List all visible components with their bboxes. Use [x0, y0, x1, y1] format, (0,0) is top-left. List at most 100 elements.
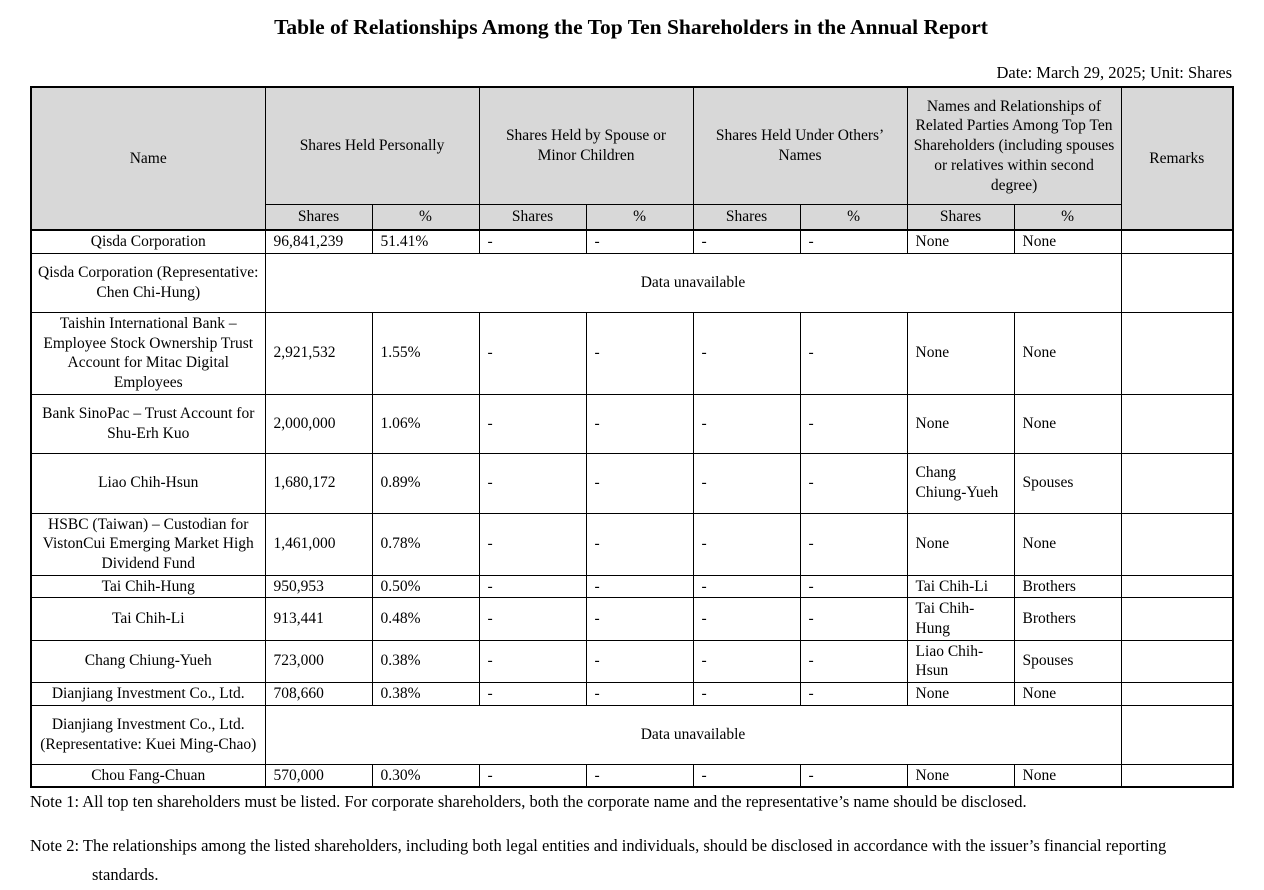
- cell-shares-personal: 2,921,532: [264, 311, 373, 395]
- cell-pct-personal: 51.41%: [371, 229, 480, 254]
- header-name: Name: [30, 86, 266, 231]
- cell-shares-others: -: [692, 574, 801, 599]
- table-row: Tai Chih-Hung 950,953 0.50% - - - - Tai Chih-Li…: [30, 574, 1234, 599]
- cell-shareholder-name: Dianjiang Investment Co., Ltd. (Represen…: [30, 704, 266, 765]
- table-row: Qisda Corporation 96,841,239 51.41% - - - - Non…: [30, 229, 1234, 254]
- cell-shares-personal: 1,461,000: [264, 512, 373, 576]
- cell-shares-spouse: -: [478, 682, 587, 706]
- cell-remarks: [1120, 252, 1234, 313]
- cell-shares-personal: 2,000,000: [264, 393, 373, 454]
- cell-remarks: [1120, 682, 1234, 706]
- cell-shareholder-name: Qisda Corporation: [30, 229, 266, 254]
- cell-pct-others: -: [799, 682, 908, 706]
- cell-shares-others: -: [692, 597, 801, 641]
- table-row: Taishin International Bank – Employee St…: [30, 311, 1234, 395]
- cell-pct-personal: 0.89%: [371, 452, 480, 514]
- cell-pct-spouse: -: [585, 512, 694, 576]
- cell-shares-spouse: -: [478, 574, 587, 599]
- cell-pct-personal: 0.78%: [371, 512, 480, 576]
- cell-remarks: [1120, 393, 1234, 454]
- subheader-pct-others: %: [799, 204, 908, 231]
- subheader-pct-personal: %: [371, 204, 480, 231]
- table-row: Dianjiang Investment Co., Ltd. 708,660 0.3…: [30, 682, 1234, 706]
- date-unit-line: Date: March 29, 2025; Unit: Shares: [996, 62, 1232, 82]
- header-shares-others: Shares Held Under Others’ Names: [692, 86, 908, 206]
- cell-related-name: Tai Chih-Hung: [906, 597, 1015, 641]
- cell-pct-personal: 0.38%: [371, 639, 480, 684]
- cell-shares-spouse: -: [478, 393, 587, 454]
- cell-pct-others: -: [799, 229, 908, 254]
- cell-related-name: Tai Chih-Li: [906, 574, 1015, 599]
- cell-shares-personal: 950,953: [264, 574, 373, 599]
- cell-related-name: None: [906, 512, 1015, 576]
- cell-pct-spouse: -: [585, 229, 694, 254]
- note-2: Note 2: The relationships among the list…: [30, 835, 1167, 885]
- table-row: HSBC (Taiwan) – Custodian for VistonCui …: [30, 512, 1234, 576]
- cell-remarks: [1120, 639, 1234, 684]
- cell-pct-others: -: [799, 452, 908, 514]
- cell-pct-spouse: -: [585, 682, 694, 706]
- cell-data-unavailable: Data unavailable: [264, 704, 1122, 765]
- cell-shares-personal: 1,680,172: [264, 452, 373, 514]
- cell-pct-personal: 0.30%: [371, 763, 480, 788]
- cell-pct-personal: 1.55%: [371, 311, 480, 395]
- cell-shares-spouse: -: [478, 452, 587, 514]
- header-related-parties: Names and Relationships of Related Parti…: [906, 86, 1122, 206]
- header-shares-personal: Shares Held Personally: [264, 86, 480, 206]
- cell-remarks: [1120, 574, 1234, 599]
- cell-related-relationship: Spouses: [1013, 639, 1122, 684]
- cell-shareholder-name: Tai Chih-Li: [30, 597, 266, 641]
- header-remarks: Remarks: [1120, 86, 1234, 231]
- cell-shareholder-name: Chang Chiung-Yueh: [30, 639, 266, 684]
- cell-remarks: [1120, 763, 1234, 788]
- cell-pct-others: -: [799, 311, 908, 395]
- subheader-shares-personal: Shares: [264, 204, 373, 231]
- table-row: Tai Chih-Li 913,441 0.48% - - - - Tai Chih-Hung…: [30, 597, 1234, 641]
- subheader-shares-related: Shares: [906, 204, 1015, 231]
- subheader-shares-others: Shares: [692, 204, 801, 231]
- subheader-pct-spouse: %: [585, 204, 694, 231]
- cell-pct-spouse: -: [585, 574, 694, 599]
- page-title: Table of Relationships Among the Top Ten…: [274, 15, 988, 39]
- cell-related-relationship: Spouses: [1013, 452, 1122, 514]
- cell-pct-spouse: -: [585, 639, 694, 684]
- cell-shares-personal: 708,660: [264, 682, 373, 706]
- cell-shares-spouse: -: [478, 597, 587, 641]
- cell-shareholder-name: HSBC (Taiwan) – Custodian for VistonCui …: [30, 512, 266, 576]
- shareholders-relationship-table: Name Shares Held Personally Shares Held …: [30, 85, 1235, 789]
- cell-related-relationship: None: [1013, 229, 1122, 254]
- cell-remarks: [1120, 311, 1234, 395]
- cell-pct-spouse: -: [585, 311, 694, 395]
- cell-pct-personal: 0.38%: [371, 682, 480, 706]
- cell-shares-spouse: -: [478, 311, 587, 395]
- cell-related-relationship: None: [1013, 763, 1122, 788]
- cell-shareholder-name: Liao Chih-Hsun: [30, 452, 266, 514]
- cell-related-relationship: None: [1013, 311, 1122, 395]
- cell-pct-others: -: [799, 763, 908, 788]
- cell-pct-others: -: [799, 574, 908, 599]
- notes-section: Note 1: All top ten shareholders must be…: [30, 791, 1234, 890]
- cell-related-name: Liao Chih-Hsun: [906, 639, 1015, 684]
- header-shares-spouse: Shares Held by Spouse or Minor Children: [478, 86, 694, 206]
- cell-shares-others: -: [692, 512, 801, 576]
- table-row: Dianjiang Investment Co., Ltd. (Represen…: [30, 704, 1234, 765]
- cell-related-name: None: [906, 393, 1015, 454]
- cell-shareholder-name: Bank SinoPac – Trust Account for Shu-Erh…: [30, 393, 266, 454]
- table-body: Qisda Corporation 96,841,239 51.41% - - - - Non…: [30, 229, 1234, 788]
- cell-shares-spouse: -: [478, 639, 587, 684]
- cell-shares-others: -: [692, 682, 801, 706]
- cell-shares-others: -: [692, 763, 801, 788]
- cell-shares-others: -: [692, 639, 801, 684]
- cell-shares-spouse: -: [478, 229, 587, 254]
- cell-shareholder-name: Tai Chih-Hung: [30, 574, 266, 599]
- cell-shares-others: -: [692, 311, 801, 395]
- table-row: Chou Fang-Chuan 570,000 0.30% - - - - None None: [30, 763, 1234, 788]
- header-sub-row: Shares % Shares % Shares % Shares %: [31, 204, 1233, 231]
- cell-pct-spouse: -: [585, 763, 694, 788]
- cell-shares-personal: 913,441: [264, 597, 373, 641]
- cell-related-relationship: None: [1013, 512, 1122, 576]
- note-1: Note 1: All top ten shareholders must be…: [30, 792, 1027, 812]
- cell-shares-others: -: [692, 393, 801, 454]
- cell-related-name: None: [906, 682, 1015, 706]
